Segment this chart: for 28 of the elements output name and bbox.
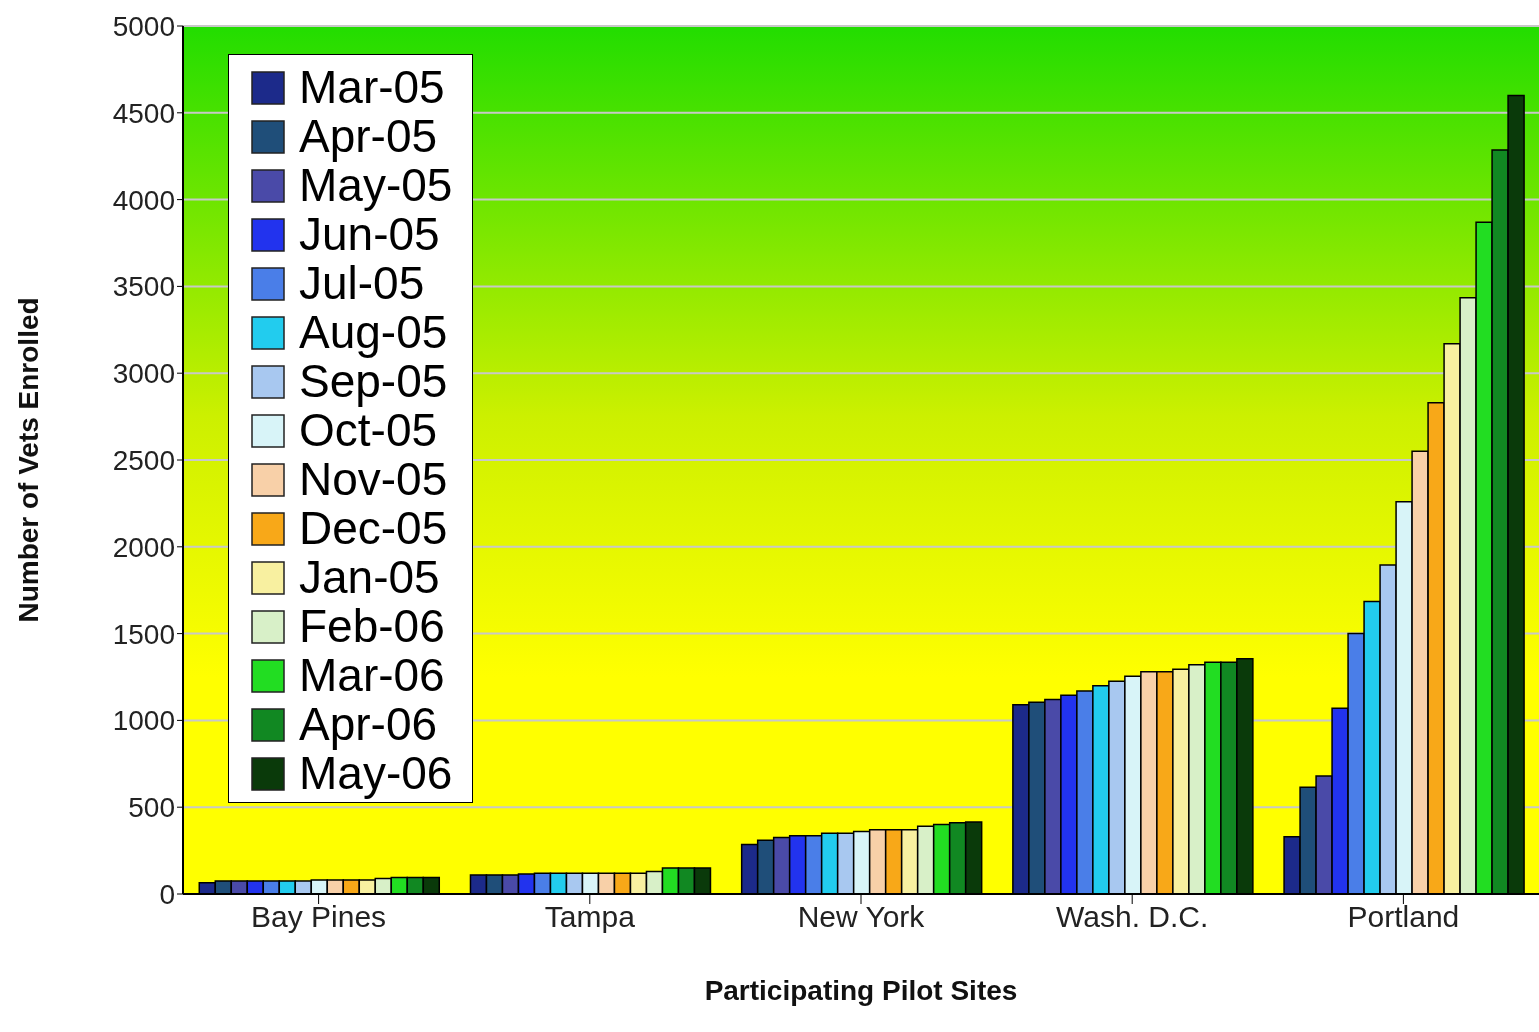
legend-label: Nov-05 [299, 453, 448, 505]
y-tick-label: 500 [128, 792, 175, 824]
x-tick-label: Wash. D.C. [1056, 900, 1209, 934]
legend-label: Jan-05 [299, 551, 440, 603]
y-tick-label: 5000 [112, 10, 175, 42]
y-tick-label: 1000 [112, 705, 175, 737]
legend-label: Dec-05 [299, 502, 448, 554]
y-tick-label: 4000 [112, 184, 175, 216]
y-tick-label: 4500 [112, 97, 175, 129]
y-axis-title: Number of Vets Enrolled [12, 297, 44, 623]
legend-label: Feb-06 [299, 600, 445, 652]
y-tick-label: 1500 [112, 618, 175, 650]
legend-label: Mar-05 [299, 61, 445, 113]
legend-label: Jul-05 [299, 257, 425, 309]
x-tick-label: Bay Pines [251, 900, 387, 934]
legend-label: Mar-06 [299, 649, 445, 701]
legend-label: Apr-06 [299, 698, 438, 750]
y-tick-label: 0 [159, 878, 175, 910]
x-tick-label: New York [797, 900, 926, 934]
x-axis-title: Participating Pilot Sites [704, 975, 1018, 1006]
x-tick-label: Portland [1347, 900, 1460, 934]
y-tick-label: 2500 [112, 444, 175, 476]
y-tick-label: 2000 [112, 531, 175, 563]
x-tick-label: Tampa [544, 900, 636, 934]
legend-label: Apr-05 [299, 110, 438, 162]
y-tick-label: 3500 [112, 271, 175, 303]
legend-label: Aug-05 [299, 306, 448, 358]
y-tick-label: 3000 [112, 358, 175, 390]
